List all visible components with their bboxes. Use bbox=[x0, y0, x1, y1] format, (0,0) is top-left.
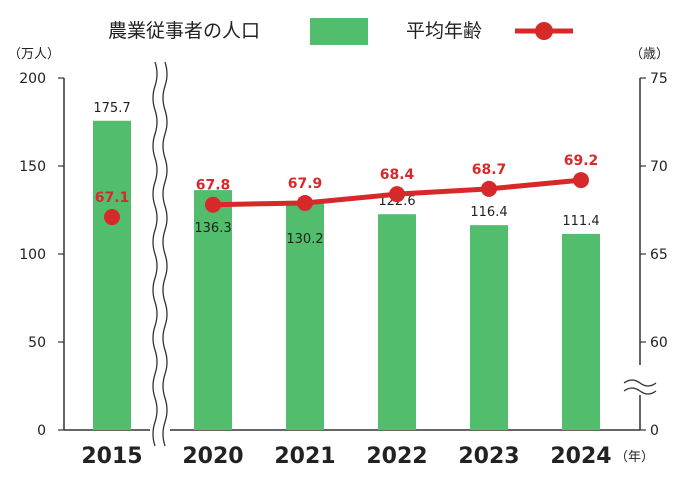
right-tick-label: 60 bbox=[650, 335, 668, 351]
bar-value-label-2024: 111.4 bbox=[562, 214, 599, 229]
x-tick-label-2015: 2015 bbox=[81, 444, 142, 469]
left-tick-label: 150 bbox=[19, 159, 46, 175]
bar-2024 bbox=[562, 233, 600, 430]
left-tick-label: 200 bbox=[19, 71, 46, 87]
left-axis-ticks: 0 50 100 150 200 bbox=[19, 71, 64, 439]
age-point-2021 bbox=[297, 194, 313, 211]
bar-value-label-2021: 130.2 bbox=[286, 232, 323, 247]
right-tick-label: 75 bbox=[650, 71, 668, 87]
bars bbox=[93, 120, 600, 430]
age-value-label-2024: 69.2 bbox=[564, 153, 599, 169]
right-axis-ticks: 0 60 65 70 75 bbox=[640, 71, 668, 439]
bar-2020 bbox=[194, 190, 232, 430]
age-point-2022 bbox=[389, 186, 405, 203]
x-tick-label-2023: 2023 bbox=[458, 444, 519, 469]
age-point-2024 bbox=[573, 172, 589, 189]
bar-2023 bbox=[470, 225, 508, 430]
x-tick-label-2020: 2020 bbox=[182, 444, 243, 469]
x-axis-unit: （年） bbox=[615, 450, 654, 465]
legend: 農業従事者の人口 平均年齢 bbox=[108, 18, 573, 45]
bar-2022 bbox=[378, 214, 416, 430]
age-value-label-2022: 68.4 bbox=[380, 167, 415, 183]
x-axis-ticks: 2015 2020 2021 2022 2023 2024 bbox=[81, 444, 611, 469]
bar-value-label-2020: 136.3 bbox=[194, 221, 231, 236]
right-tick-label: 65 bbox=[650, 247, 668, 263]
left-tick-label: 50 bbox=[28, 335, 46, 351]
left-tick-label: 100 bbox=[19, 247, 46, 263]
age-value-label-2023: 68.7 bbox=[472, 162, 507, 178]
legend-label-age: 平均年齢 bbox=[406, 20, 482, 42]
age-value-label-2021: 67.9 bbox=[288, 176, 323, 192]
legend-swatch-population bbox=[310, 18, 368, 45]
bar-2015 bbox=[93, 120, 131, 430]
x-tick-label-2021: 2021 bbox=[274, 444, 335, 469]
right-axis-break bbox=[623, 379, 657, 395]
right-tick-label: 0 bbox=[650, 423, 659, 439]
bar-value-label-2015: 175.7 bbox=[93, 101, 130, 116]
bar-2021 bbox=[286, 200, 324, 430]
legend-swatch-age-marker bbox=[535, 22, 553, 40]
age-point-2015 bbox=[104, 209, 120, 226]
left-tick-label: 0 bbox=[37, 423, 46, 439]
bar-value-label-2023: 116.4 bbox=[470, 205, 507, 220]
right-tick-label: 70 bbox=[650, 159, 668, 175]
x-tick-label-2024: 2024 bbox=[550, 444, 611, 469]
age-point-2020 bbox=[205, 196, 221, 213]
left-axis-unit: （万人） bbox=[8, 47, 60, 62]
legend-label-population: 農業従事者の人口 bbox=[108, 20, 260, 42]
age-value-label-2020: 67.8 bbox=[196, 178, 231, 194]
x-tick-label-2022: 2022 bbox=[366, 444, 427, 469]
age-value-label-2015: 67.1 bbox=[95, 190, 130, 206]
average-age-line: 67.1 67.8 67.9 68.4 68.7 69.2 bbox=[95, 153, 599, 226]
age-point-2023 bbox=[481, 180, 497, 197]
right-axis-unit: （歳） bbox=[630, 47, 669, 62]
x-axis-break bbox=[150, 60, 170, 447]
